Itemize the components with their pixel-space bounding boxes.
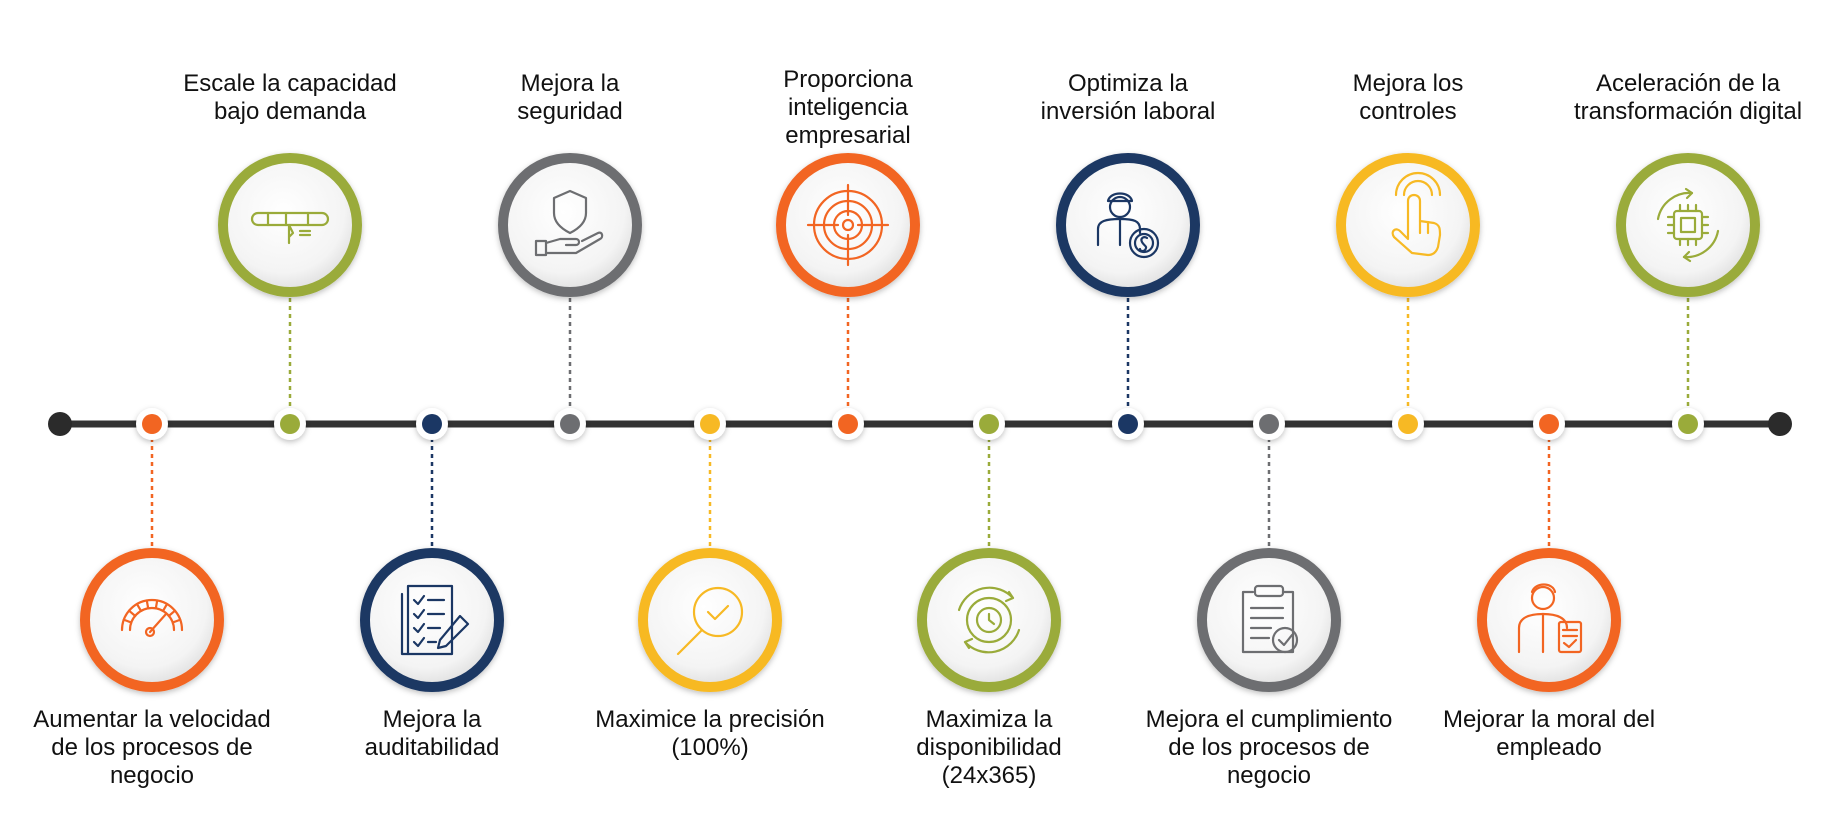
milestone-label-line: (24x365) [941,762,1037,789]
milestone-circle [1616,153,1760,297]
milestone-label: Aceleración de la transformación digital [1548,70,1828,126]
milestone-label: Escale la capacidad bajo demanda [150,70,430,126]
milestone-label-line: Maximiza la [925,706,1053,733]
milestone-label-line: inversión laboral [1040,98,1216,125]
milestone-label-line: seguridad [517,98,623,125]
employee-badge-icon [1517,583,1583,654]
milestone-label-line: Mejorar la moral del [1442,706,1656,733]
milestone-circle [80,548,224,692]
timeline-dot [422,414,442,434]
magnifier-check-icon [676,586,744,656]
milestone-label-line: disponibilidad [916,734,1062,761]
timeline-dot [1259,414,1279,434]
milestone-label-line: Aceleración de la [1595,70,1781,97]
milestone-label-line: Mejora la [382,706,482,733]
milestone-label-line: Mejora los [1352,70,1464,97]
milestone-label-line: (100%) [671,734,749,761]
milestone-circle [1197,548,1341,692]
milestone-label-line: negocio [1226,762,1312,789]
milestone-circle [498,153,642,297]
timeline-dot [560,414,580,434]
clock-cycle-icon [957,586,1021,654]
milestone-label-line: Mejora la [520,70,620,97]
timeline-dot [1539,414,1559,434]
milestone-label-line: bajo demanda [213,98,367,125]
timeline-dot [142,414,162,434]
touch-hand-icon [1391,171,1442,257]
speedometer-icon [120,598,184,638]
milestone-circle [638,548,782,692]
milestone-label-line: de los procesos de [51,734,253,761]
chip-cycle-icon [1656,187,1720,263]
milestone-circle [1056,153,1200,297]
milestone-label-line: Maximice la precisión [595,706,825,733]
milestone-circle [1477,548,1621,692]
timeline-dot [979,414,999,434]
milestone-label: Maximice la precisión (100%) [570,706,850,762]
timeline-dot [280,414,300,434]
milestone-label-line: Escale la capacidad [183,70,397,97]
timeline-dot [1118,414,1138,434]
milestone-label-line: Aumentar la velocidad [33,706,271,733]
milestone-label-line: Proporciona [783,66,913,93]
milestone-label-line: controles [1359,98,1457,125]
milestone-label: Maximiza la disponibilidad (24x365) [849,706,1129,790]
milestone-label: Aumentar la velocidad de los procesos de n… [12,706,292,790]
milestone-label: Mejora la auditabilidad [292,706,572,762]
milestone-label-line: Optimiza la [1067,70,1189,97]
milestone-label-line: auditabilidad [364,734,500,761]
milestone-label: Proporciona inteligencia empresarial [708,66,988,150]
milestone-label-line: Mejora el cumplimiento [1145,706,1393,733]
milestone-label-line: empleado [1496,734,1602,761]
slider-scale-icon [250,211,330,245]
milestone-label-line: de los procesos de [1168,734,1370,761]
milestone-label: Optimiza la inversión laboral [988,70,1268,126]
target-icon [806,183,890,267]
milestone-label-line: negocio [109,762,195,789]
milestone-label: Mejora la seguridad [430,70,710,126]
timeline-dot [1398,414,1418,434]
milestone-label: Mejora los controles [1268,70,1548,126]
milestone-label-line: inteligencia [787,94,909,121]
timeline-dot [1678,414,1698,434]
timeline-end-dot [1768,412,1792,436]
milestone-label: Mejorar la moral del empleado [1409,706,1689,762]
milestone-circle [776,153,920,297]
milestone-label: Mejora el cumplimiento de los procesos de… [1129,706,1409,790]
worker-coin-icon [1096,192,1160,259]
clipboard-check-icon [1241,584,1299,654]
milestone-label-line: empresarial [785,122,911,149]
shield-hand-icon [534,189,604,257]
timeline-dot [700,414,720,434]
timeline-dot [838,414,858,434]
timeline-start-dot [48,412,72,436]
checklist-document-icon [400,584,470,656]
milestone-label-line: transformación digital [1573,98,1803,125]
milestone-circle [360,548,504,692]
